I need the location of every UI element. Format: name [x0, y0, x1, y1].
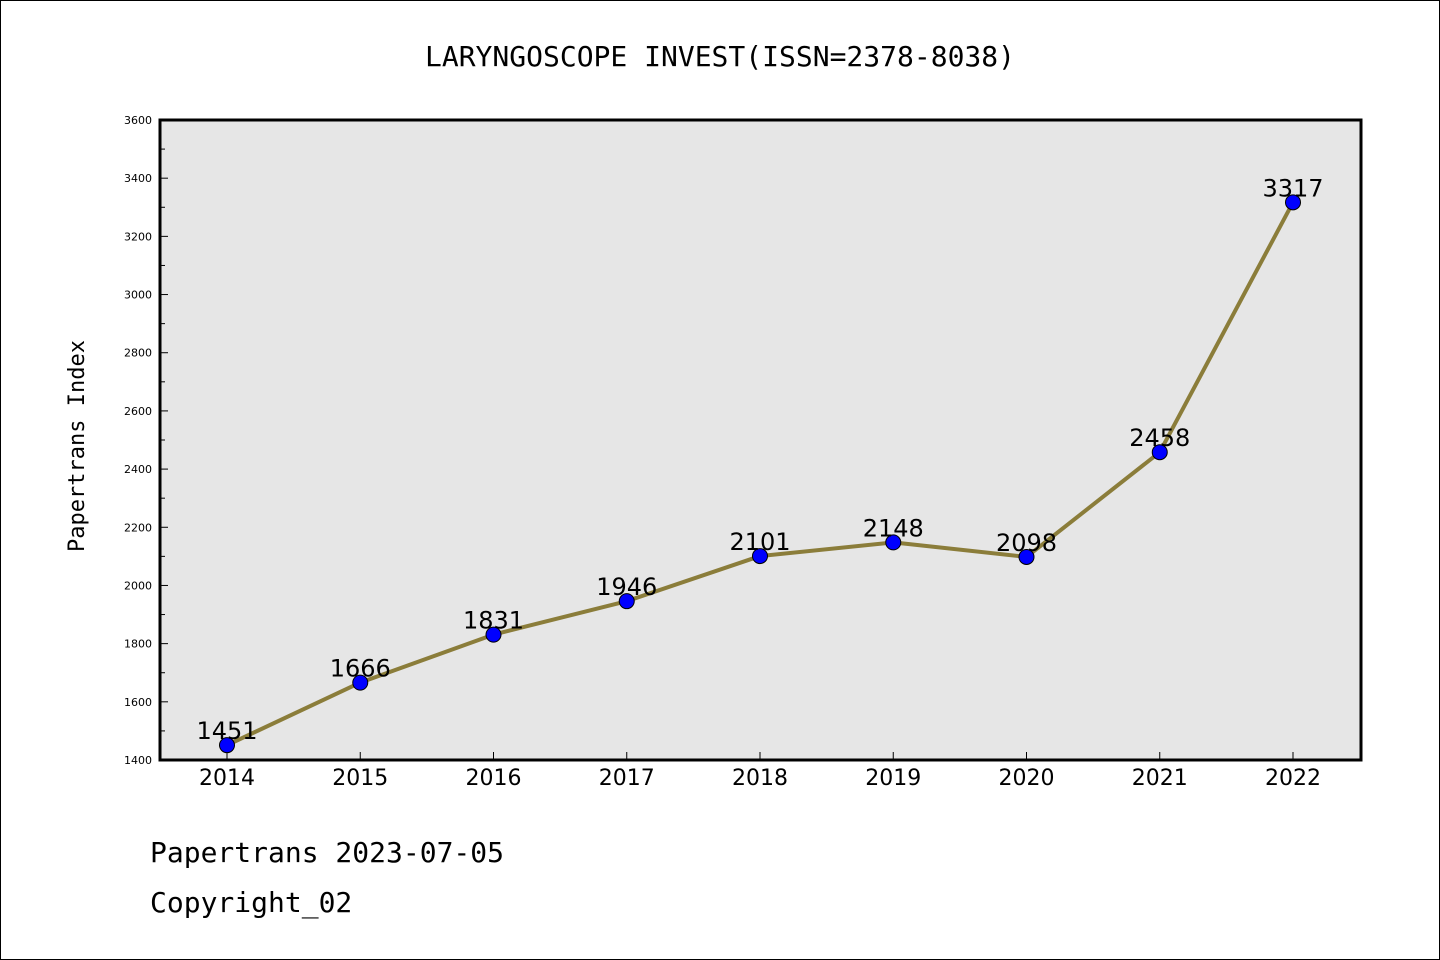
x-tick-label: 2014	[199, 766, 255, 791]
y-axis-label: Papertrans Index	[65, 340, 90, 552]
data-point	[618, 593, 635, 610]
plot-area	[160, 120, 1361, 760]
data-label: 1946	[596, 573, 657, 601]
plot-border	[158, 118, 1363, 762]
y-tick-label: 3600	[124, 114, 152, 127]
y-tick-label: 2000	[124, 579, 152, 592]
data-label: 2101	[729, 528, 790, 556]
x-tick-label: 2015	[332, 766, 388, 791]
x-tick-label: 2018	[732, 766, 788, 791]
y-tick-label: 1400	[124, 754, 152, 767]
y-tick-label: 3400	[124, 172, 152, 185]
data-points	[219, 194, 1301, 754]
data-point	[1285, 194, 1301, 211]
data-label: 1831	[463, 607, 524, 635]
x-tick-label: 2016	[466, 766, 522, 791]
x-tick-label: 2020	[999, 766, 1055, 791]
y-tick-label: 2400	[124, 463, 152, 476]
y-tick-label: 2800	[124, 347, 152, 360]
data-point	[219, 737, 235, 754]
x-tick-label: 2021	[1132, 766, 1188, 791]
y-tick-label: 1600	[124, 696, 152, 709]
y-axis: 1400 1600 1800 2000 2200 2400 2600 2800 3000 3200…	[124, 114, 168, 767]
y-tick-label: 2600	[124, 405, 152, 418]
data-labels: 1451 1666 1831 1946 2101 2148 2098 2458 3317	[196, 174, 1323, 745]
data-label: 3317	[1262, 174, 1323, 202]
x-axis: 2014 2015 2016 2017 2018 2019 2020 2021 2022	[199, 752, 1321, 791]
x-tick-label: 2017	[599, 766, 655, 791]
x-tick-label: 2022	[1265, 766, 1321, 791]
data-label: 2458	[1129, 424, 1190, 452]
footer-copyright: Copyright_02	[150, 886, 353, 919]
data-point	[485, 626, 502, 643]
y-tick-label: 3000	[124, 289, 152, 302]
data-point	[752, 548, 768, 565]
chart-title: LARYNGOSCOPE INVEST(ISSN=2378-8038)	[425, 40, 1015, 73]
data-label: 2148	[863, 514, 924, 542]
data-point	[352, 674, 369, 691]
data-label: 2098	[996, 529, 1057, 557]
x-tick-label: 2019	[865, 766, 921, 791]
data-point	[1151, 444, 1168, 461]
data-label: 1451	[196, 717, 257, 745]
data-label: 1666	[330, 655, 391, 683]
data-point	[1018, 548, 1035, 565]
data-point	[885, 534, 902, 551]
y-tick-label: 1800	[124, 638, 152, 651]
footer-date: Papertrans 2023-07-05	[150, 836, 505, 869]
y-tick-label: 2200	[124, 521, 152, 534]
y-tick-label: 3200	[124, 230, 152, 243]
